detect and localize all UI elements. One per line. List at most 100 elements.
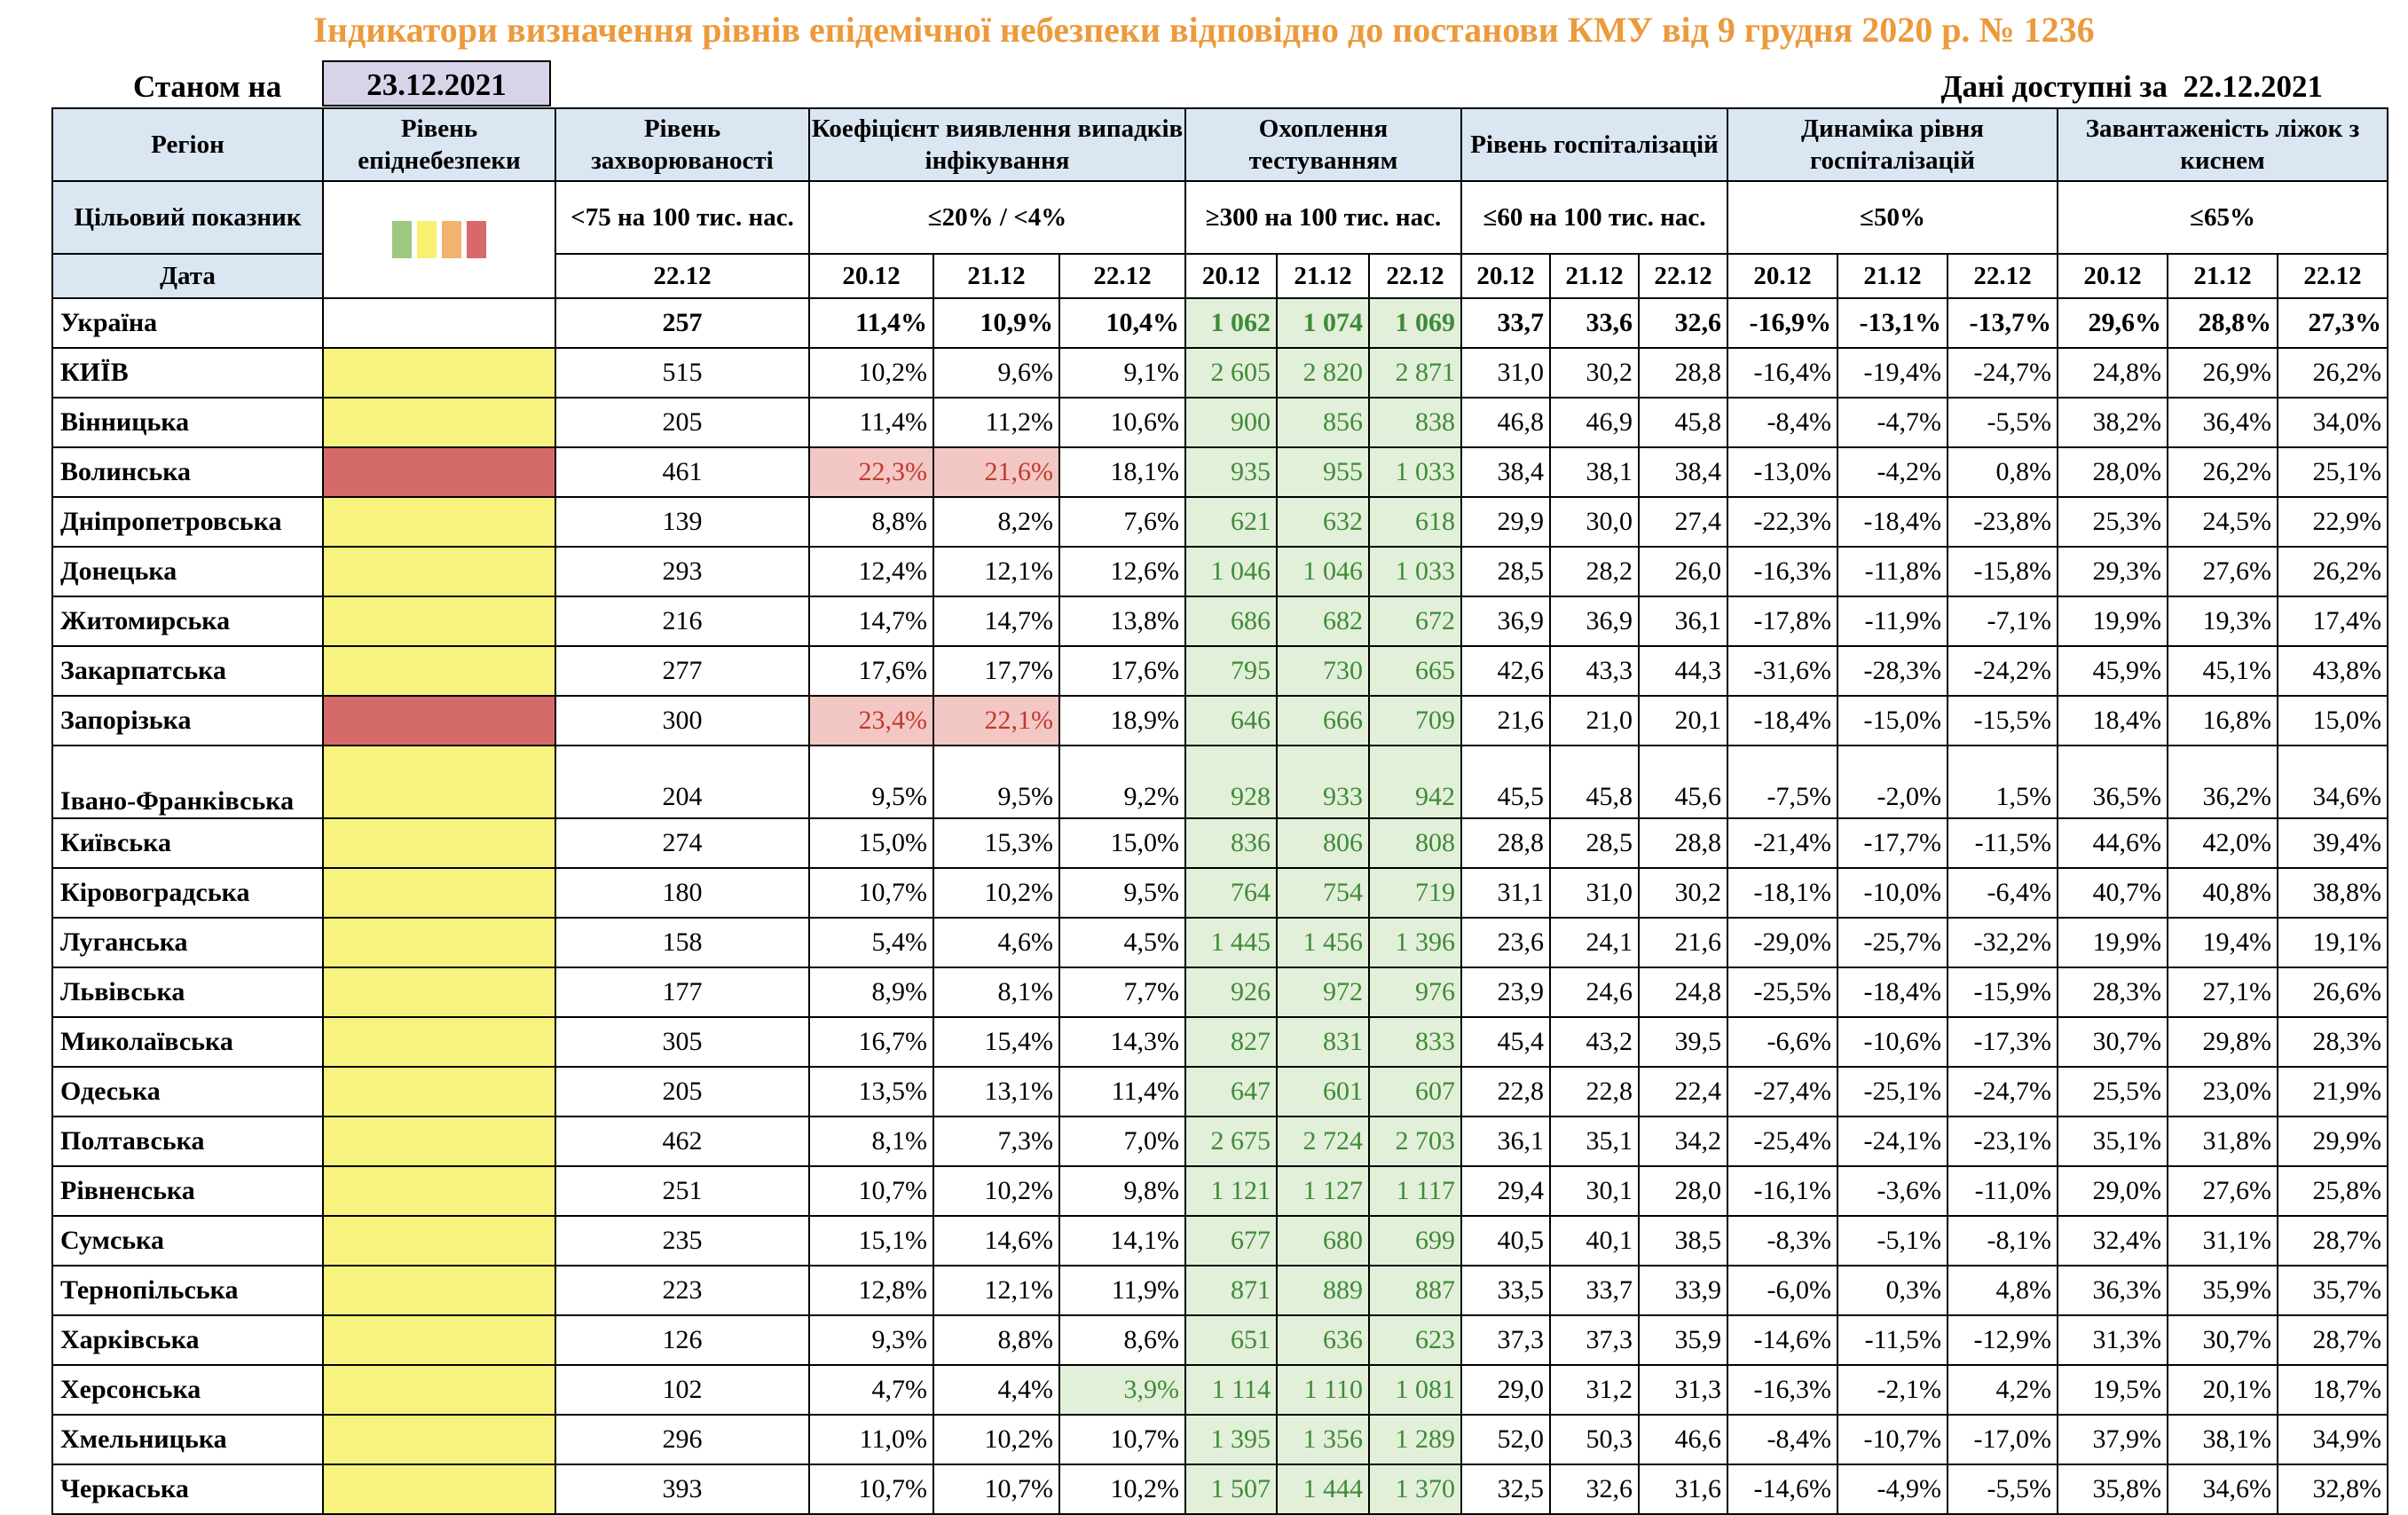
region-level (322, 745, 556, 819)
table-row: Київська 274 15,0% 15,3% 15,0% 836 806 808 28,8 2… (51, 817, 2388, 869)
incidence-value: 102 (555, 1364, 810, 1416)
hospitalization-value: 23,9 (1460, 967, 1551, 1018)
detection-value: 11,4% (1058, 1066, 1186, 1117)
oxygen-beds-value: 35,1% (2057, 1116, 2168, 1167)
oxygen-beds-value: 30,7% (2167, 1314, 2278, 1366)
detection-value: 8,8% (808, 496, 934, 548)
hospitalization-value: 29,0 (1460, 1364, 1551, 1416)
hospitalization-dynamics-value: -15,8% (1947, 546, 2058, 597)
data-available: Дані доступні за 22.12.2021 (1940, 66, 2323, 108)
testing-value: 1 046 (1184, 546, 1278, 597)
oxygen-beds-value: 42,0% (2167, 817, 2278, 869)
incidence-value: 235 (555, 1215, 810, 1266)
hospitalization-dynamics-value: -25,4% (1727, 1116, 1838, 1167)
testing-value: 646 (1184, 695, 1278, 746)
hospitalization-value: 30,2 (1638, 867, 1728, 919)
hospitalization-value: 28,8 (1460, 817, 1551, 869)
oxygen-beds-value: 19,4% (2167, 917, 2278, 968)
incidence-value: 393 (555, 1464, 810, 1515)
table-row: Львівська 177 8,9% 8,1% 7,7% 926 972 976 23,9 24,… (51, 967, 2388, 1018)
testing-value: 1 069 (1368, 297, 1462, 349)
hospitalization-value: 28,2 (1549, 546, 1640, 597)
hospitalization-value: 52,0 (1460, 1414, 1551, 1465)
testing-value: 709 (1368, 695, 1462, 746)
hospitalization-dynamics-value: -18,4% (1837, 496, 1948, 548)
hospitalization-value: 28,5 (1549, 817, 1640, 869)
date-cell: 22.12 (1368, 253, 1462, 299)
region-level (322, 1364, 556, 1416)
level-yellow-swatch (417, 221, 437, 259)
hospitalization-dynamics-value: -22,3% (1727, 496, 1838, 548)
testing-value: 1 033 (1368, 546, 1462, 597)
oxygen-beds-value: 26,9% (2167, 347, 2278, 398)
oxygen-beds-value: 37,9% (2057, 1414, 2168, 1465)
table-row: Івано-Франківська 204 9,5% 9,5% 9,2% 928 933 94… (51, 745, 2388, 819)
region-level (322, 1265, 556, 1316)
level-red-swatch (467, 221, 486, 259)
hospitalization-dynamics-value: -17,0% (1947, 1414, 2058, 1465)
hospitalization-dynamics-value: -4,7% (1837, 397, 1948, 448)
hospitalization-value: 21,0 (1549, 695, 1640, 746)
region-name: Вінницька (51, 397, 324, 448)
testing-value: 1 370 (1368, 1464, 1462, 1515)
date-cell: 22.12 (2277, 253, 2388, 299)
hospitalization-dynamics-value: -13,7% (1947, 297, 2058, 349)
header-row: Регіон Рівень епіднебезпеки Рівень захво… (51, 107, 2388, 182)
oxygen-beds-value: 17,4% (2277, 596, 2388, 647)
as-of-label: Станом на (133, 69, 282, 104)
hospitalization-dynamics-value: -5,1% (1837, 1215, 1948, 1266)
level-orange-swatch (442, 221, 461, 259)
detection-value: 22,3% (808, 446, 934, 498)
oxygen-beds-value: 36,4% (2167, 397, 2278, 448)
hospitalization-dynamics-value: 4,8% (1947, 1265, 2058, 1316)
hospitalization-value: 23,6 (1460, 917, 1551, 968)
detection-value: 16,7% (808, 1016, 934, 1068)
hospitalization-dynamics-value: -11,5% (1837, 1314, 1948, 1366)
detection-value: 10,2% (808, 347, 934, 398)
hospitalization-value: 43,2 (1549, 1016, 1640, 1068)
detection-value: 12,4% (808, 546, 934, 597)
detection-value: 12,6% (1058, 546, 1186, 597)
oxygen-beds-value: 18,7% (2277, 1364, 2388, 1416)
region-level (322, 397, 556, 448)
hospitalization-dynamics-value: 1,5% (1947, 745, 2058, 819)
as-of-date: 23.12.2021 (322, 60, 551, 107)
hospitalization-value: 27,4 (1638, 496, 1728, 548)
hospitalization-value: 21,6 (1638, 917, 1728, 968)
hospitalization-dynamics-value: -21,4% (1727, 817, 1838, 869)
detection-value: 8,2% (933, 496, 1060, 548)
detection-value: 7,3% (933, 1116, 1060, 1167)
oxygen-beds-value: 36,2% (2167, 745, 2278, 819)
hospitalization-value: 24,1 (1549, 917, 1640, 968)
table-row: Сумська 235 15,1% 14,6% 14,1% 677 680 699 40,5 40… (51, 1215, 2388, 1266)
hospitalization-dynamics-value: -25,5% (1727, 967, 1838, 1018)
detection-value: 12,1% (933, 546, 1060, 597)
detection-value: 3,9% (1058, 1364, 1186, 1416)
hospitalization-value: 22,8 (1460, 1066, 1551, 1117)
incidence-value: 305 (555, 1016, 810, 1068)
hospitalization-dynamics-value: -15,0% (1837, 695, 1948, 746)
region-name: Закарпатська (51, 645, 324, 697)
hospitalization-dynamics-value: -12,9% (1947, 1314, 2058, 1366)
hospitalization-value: 38,5 (1638, 1215, 1728, 1266)
hospitalization-dynamics-value: -6,6% (1727, 1016, 1838, 1068)
oxygen-beds-value: 27,6% (2167, 546, 2278, 597)
detection-value: 17,6% (1058, 645, 1186, 697)
header-level: Рівень епіднебезпеки (322, 107, 556, 182)
region-level (322, 496, 556, 548)
detection-value: 9,3% (808, 1314, 934, 1366)
region-level (322, 1016, 556, 1068)
detection-value: 17,7% (933, 645, 1060, 697)
testing-value: 601 (1276, 1066, 1370, 1117)
hospitalization-dynamics-value: -24,1% (1837, 1116, 1948, 1167)
target-row: Цільовий показник <75 на 100 тис. нас. ≤… (51, 180, 2388, 299)
incidence-value: 223 (555, 1265, 810, 1316)
oxygen-beds-value: 38,8% (2277, 867, 2388, 919)
detection-value: 10,2% (933, 1165, 1060, 1217)
region-level (322, 695, 556, 746)
table-row: Харківська 126 9,3% 8,8% 8,6% 651 636 623 37,3 37… (51, 1314, 2388, 1366)
testing-value: 887 (1368, 1265, 1462, 1316)
table-row: Запорізька 300 23,4% 22,1% 18,9% 646 666 709 21,… (51, 695, 2388, 746)
testing-value: 682 (1276, 596, 1370, 647)
hospitalization-value: 46,8 (1460, 397, 1551, 448)
